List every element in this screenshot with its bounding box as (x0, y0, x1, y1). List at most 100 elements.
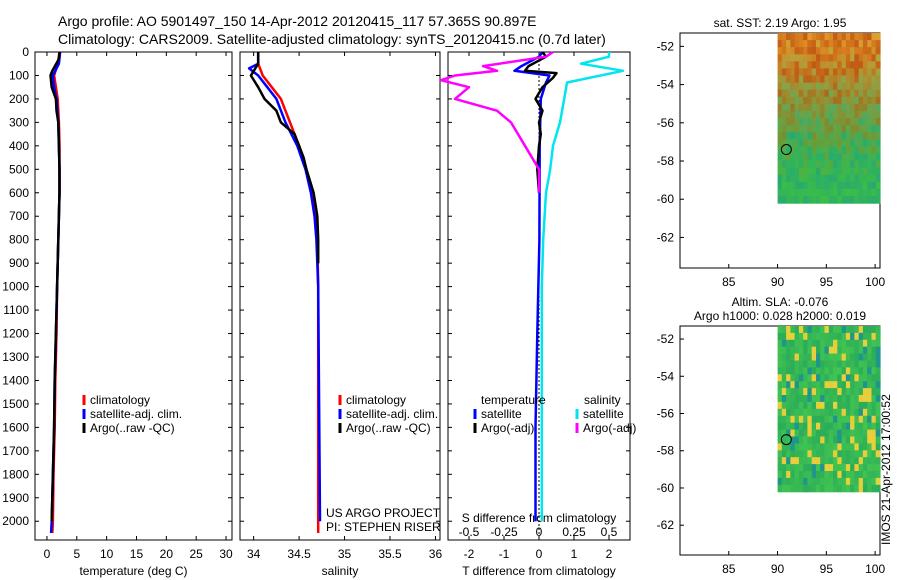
map-cell (828, 82, 834, 91)
map-cell (845, 47, 851, 55)
map-cell (850, 464, 855, 472)
map-cell (862, 103, 868, 112)
map-cell (875, 96, 881, 105)
map-cell (781, 360, 787, 368)
map-cell (781, 415, 787, 424)
map-cell (841, 484, 847, 493)
map-cell (816, 471, 821, 479)
map-title-1: sat. SST: 2.19 Argo: 1.95 (714, 16, 847, 30)
map-cell (828, 395, 834, 403)
map-cell (867, 174, 873, 183)
map-cell (816, 103, 821, 112)
map-cell (867, 118, 873, 126)
s-tick-label: 0 (536, 525, 543, 539)
map-cell (820, 422, 826, 431)
map-cell (845, 415, 851, 424)
map-cell (803, 339, 809, 348)
map-cell (798, 139, 804, 147)
map-cell (828, 408, 834, 417)
map-cell (837, 146, 843, 155)
map-cell (841, 75, 847, 84)
map-cell (862, 181, 868, 190)
map-cell (781, 464, 787, 472)
t-argo-diff-line (523, 51, 558, 193)
map-cell (803, 360, 809, 368)
map-cell (833, 415, 838, 424)
map-y-tick-label: -54 (657, 78, 675, 92)
map-cell (833, 457, 838, 465)
map-cell (786, 477, 791, 486)
map-cell (798, 429, 804, 438)
map-cell (871, 110, 877, 119)
map-cell (828, 360, 834, 368)
map-cell (862, 68, 868, 77)
map-cell (798, 422, 804, 431)
map-cell (833, 395, 838, 403)
map-cell (828, 110, 834, 119)
map-cell (837, 408, 843, 417)
map-cell (824, 457, 830, 465)
map-cell (777, 181, 783, 190)
map-cell (867, 82, 873, 91)
map-cell (786, 443, 791, 451)
map-cell (828, 181, 834, 190)
map-cell (816, 118, 821, 126)
map-cell (841, 40, 847, 48)
map-cell (837, 429, 843, 438)
map-cell (794, 174, 800, 183)
map-cell (790, 450, 796, 458)
x-axis-label: temperature (deg C) (79, 564, 187, 578)
map-cell (850, 450, 855, 458)
x-tick-label: -2 (464, 547, 475, 561)
map-cell (803, 132, 809, 140)
legend-climatology-label: climatology (346, 393, 406, 407)
map-y-tick-label: -52 (657, 39, 675, 53)
map-cell (777, 110, 783, 119)
map-cell (803, 388, 809, 396)
map-cell (841, 181, 847, 190)
map-cell (837, 477, 843, 486)
map-cell (786, 181, 791, 190)
map-cell (777, 457, 783, 465)
map-cell (845, 103, 851, 112)
map-cell (794, 388, 800, 396)
map-cell (786, 47, 791, 55)
map-cell (837, 181, 843, 190)
map-cell (871, 118, 877, 126)
map-cell (824, 75, 830, 84)
map-cell (794, 146, 800, 155)
map-cell (875, 75, 881, 84)
map-cell (845, 422, 851, 431)
map-cell (777, 401, 783, 410)
map-cell (781, 68, 787, 77)
map-cell (816, 68, 821, 77)
map-cell (833, 96, 838, 105)
map-cell (828, 40, 834, 48)
map-cell (824, 40, 830, 48)
map-cell (811, 367, 817, 375)
map-cell (820, 96, 826, 105)
map-cell (837, 388, 843, 396)
map-cell (807, 401, 813, 410)
map-cell (794, 332, 800, 341)
map-cell (854, 103, 860, 112)
map-cell (803, 96, 809, 105)
map-cell (837, 174, 843, 183)
map-cell (837, 61, 843, 69)
map-cell (850, 82, 855, 91)
map-cell (845, 125, 851, 133)
y-tick-label: 1000 (2, 280, 29, 294)
map-cell (850, 132, 855, 140)
x-tick-label: 0 (44, 547, 51, 561)
map-cell (824, 367, 830, 375)
map-cell (862, 96, 868, 105)
map-y-tick-label: -56 (657, 407, 675, 421)
map-cell (790, 326, 796, 334)
map-cell (816, 54, 821, 62)
map-cell (811, 471, 817, 479)
map-cell (875, 374, 881, 382)
map-cell (862, 47, 868, 55)
map-cell (875, 54, 881, 62)
map-cell (841, 353, 847, 362)
map-cell (871, 40, 877, 48)
